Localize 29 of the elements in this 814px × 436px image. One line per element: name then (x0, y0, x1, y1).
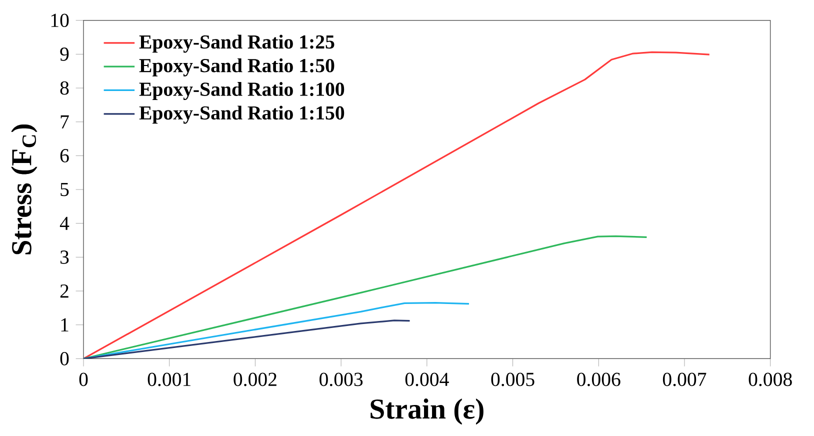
legend-label: Epoxy-Sand Ratio 1:50 (139, 58, 334, 76)
y-tick-label: 3 (60, 250, 69, 264)
y-tick-label: 0 (60, 352, 69, 366)
line-series (84, 235, 648, 359)
y-axis-title: Stress (F$_{C}$) (11, 124, 38, 254)
y-tick-label: 4 (60, 216, 70, 230)
x-tick-label: 0.003 (320, 372, 363, 386)
y-tick-label: 5 (60, 183, 69, 196)
y-tick-label: 7 (60, 115, 69, 128)
y-tick-label: 2 (60, 284, 68, 298)
x-tick-label: 0.004 (405, 372, 449, 386)
y-tick-label: 8 (60, 81, 69, 95)
x-axis-title: Strain (ε) (370, 398, 484, 425)
x-tick-label: 0 (79, 372, 88, 386)
x-tick-label: 0.005 (491, 372, 534, 386)
x-tick-label: 0.008 (748, 372, 792, 386)
legend-label: Epoxy-Sand Ratio 1:100 (139, 82, 344, 100)
legend-label: Epoxy-Sand Ratio 1:150 (139, 106, 344, 124)
x-tick-label: 0.007 (662, 372, 706, 386)
x-tick-label: 0.002 (234, 372, 276, 386)
y-tick-label: 9 (60, 48, 69, 61)
y-tick-label: 10 (51, 14, 69, 28)
legend-label: Epoxy-Sand Ratio 1:25 (139, 34, 334, 53)
x-tick-label: 0.001 (148, 372, 190, 386)
x-tick-label: 0.006 (577, 372, 620, 386)
y-tick-label: 1 (61, 318, 68, 332)
line-series (84, 320, 411, 359)
y-tick-label: 6 (60, 149, 69, 162)
line-series (84, 51, 710, 359)
